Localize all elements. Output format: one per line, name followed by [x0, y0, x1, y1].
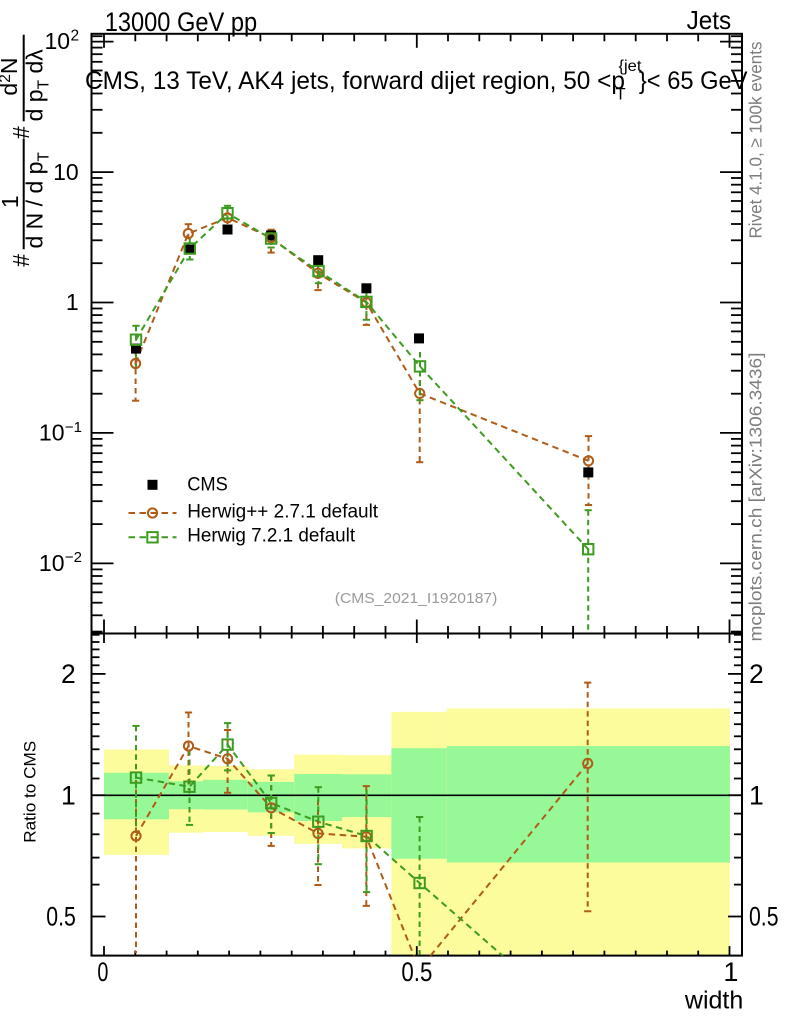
- svg-text:#: #: [8, 126, 34, 139]
- svg-text:0.5: 0.5: [749, 902, 779, 932]
- svg-text:Jets: Jets: [687, 5, 732, 35]
- svg-text:Rivet 4.1.0, ≥ 100k events: Rivet 4.1.0, ≥ 100k events: [746, 41, 766, 238]
- svg-text:#: #: [8, 254, 34, 267]
- svg-text:−1: −1: [65, 419, 82, 436]
- svg-text:−2: −2: [65, 549, 82, 566]
- svg-text:T: T: [616, 86, 626, 104]
- svg-text:Ratio to CMS: Ratio to CMS: [22, 741, 40, 843]
- svg-text:0.5: 0.5: [401, 957, 432, 987]
- svg-text:d2N: d2N: [0, 58, 22, 96]
- svg-text:0: 0: [97, 957, 108, 987]
- svg-text:2: 2: [61, 659, 76, 689]
- svg-text:10: 10: [53, 159, 79, 185]
- svg-text:1: 1: [749, 780, 764, 810]
- svg-text:1: 1: [61, 780, 76, 810]
- svg-text:0.5: 0.5: [46, 902, 76, 932]
- svg-text:CMS: CMS: [187, 474, 228, 495]
- svg-text:Herwig++ 2.7.1 default: Herwig++ 2.7.1 default: [187, 502, 379, 523]
- svg-text:13000 GeV pp: 13000 GeV pp: [105, 7, 258, 37]
- svg-text:10: 10: [39, 550, 65, 576]
- svg-text:1: 1: [723, 957, 738, 987]
- svg-text:10: 10: [45, 28, 71, 54]
- svg-text:}< 65 GeV: }< 65 GeV: [639, 67, 748, 95]
- svg-text:Herwig 7.2.1 default: Herwig 7.2.1 default: [187, 526, 356, 547]
- svg-text:mcplots.cern.ch [arXiv:1306.34: mcplots.cern.ch [arXiv:1306.3436]: [746, 353, 766, 642]
- svg-text:1: 1: [66, 289, 79, 315]
- svg-text:(CMS_2021_I1920187): (CMS_2021_I1920187): [335, 590, 498, 607]
- svg-text:10: 10: [39, 419, 65, 445]
- svg-text:2: 2: [749, 659, 764, 689]
- svg-text:d pT dλ: d pT dλ: [21, 49, 52, 122]
- svg-text:{jet: {jet: [619, 58, 642, 75]
- svg-text:CMS, 13 TeV, AK4 jets, forward: CMS, 13 TeV, AK4 jets, forward dijet reg…: [85, 67, 625, 95]
- svg-text:1: 1: [0, 195, 23, 208]
- svg-text:width: width: [684, 987, 743, 1015]
- svg-text:2: 2: [71, 27, 80, 44]
- svg-text:d N / d pT: d N / d pT: [21, 152, 52, 249]
